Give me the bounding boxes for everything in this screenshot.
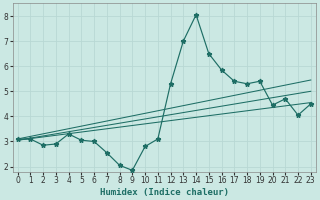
X-axis label: Humidex (Indice chaleur): Humidex (Indice chaleur) [100, 188, 229, 197]
